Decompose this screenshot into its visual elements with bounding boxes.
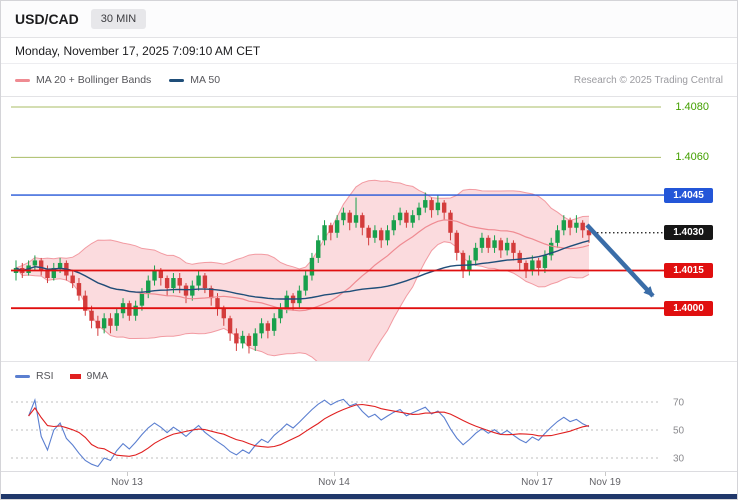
x-axis-tickmark <box>334 472 335 476</box>
ma50-line <box>15 240 590 300</box>
ma50-swatch-icon <box>169 78 185 82</box>
rsi-grid-label: 50 <box>673 426 685 437</box>
rsi-swatch-icon <box>15 374 30 378</box>
symbol-title: USD/CAD <box>15 11 79 27</box>
rsi-grid-label: 30 <box>673 454 685 465</box>
rsi-legend: RSI 9MA <box>15 370 124 382</box>
x-axis-tickmark <box>127 472 128 476</box>
timestamp-text: Monday, November 17, 2025 7:09:10 AM CET <box>15 43 261 58</box>
legend-rsi-label: RSI <box>36 370 54 382</box>
x-axis-tick: Nov 19 <box>589 477 621 488</box>
price-level-label-1.4045: 1.4045 <box>664 187 713 203</box>
rsi-line <box>28 397 590 468</box>
x-axis: Nov 13 Nov 14 Nov 17 Nov 19 <box>1 471 737 494</box>
x-axis-tick: Nov 17 <box>521 477 553 488</box>
legend-9ma-label: 9MA <box>86 370 109 382</box>
legend-ma50: MA 50 <box>169 74 220 86</box>
ma20-swatch-icon <box>15 78 30 82</box>
price-level-label-1.4060: 1.4060 <box>675 150 709 163</box>
x-axis-tickmark <box>605 472 606 476</box>
rsi-ma-swatch-icon <box>69 373 81 379</box>
x-axis-tick: Nov 14 <box>318 477 350 488</box>
x-axis-tickmark <box>537 472 538 476</box>
rsi-grid-label: 70 <box>673 398 685 409</box>
price-level-label-1.4015: 1.4015 <box>664 262 713 278</box>
date-band: Monday, November 17, 2025 7:09:10 AM CET <box>1 38 737 64</box>
legend-ma20-label: MA 20 + Bollinger Bands <box>36 74 152 86</box>
price-level-label-1.4000: 1.4000 <box>664 300 713 316</box>
bearish-arrow <box>585 223 655 298</box>
legend-ma20-bollinger: MA 20 + Bollinger Bands <box>15 74 151 86</box>
chart-legend: MA 20 + Bollinger Bands MA 50 Research ©… <box>1 64 737 97</box>
interval-badge: 30 MIN <box>90 9 147 29</box>
rsi-panel: RSI 9MA 70 50 30 <box>1 361 737 471</box>
price-level-label-1.4080: 1.4080 <box>675 100 709 113</box>
price-chart-panel: 1.4080 1.4060 1.4045 1.4030 1.4015 1.4000 <box>1 97 737 361</box>
legend-rsi: RSI <box>15 370 54 382</box>
rsi-chart: 70 50 30 <box>11 397 685 468</box>
x-axis-tick: Nov 13 <box>111 477 143 488</box>
price-level-label-1.4030: 1.4030 <box>664 225 713 241</box>
rsi-ma-line <box>28 403 590 457</box>
bottom-brand-bar <box>1 494 737 499</box>
header: USD/CAD 30 MIN <box>1 1 737 38</box>
candlestick-chart <box>11 106 664 361</box>
legend-9ma: 9MA <box>69 370 109 382</box>
research-copyright: Research © 2025 Trading Central <box>573 74 723 86</box>
legend-ma50-label: MA 50 <box>190 74 221 86</box>
